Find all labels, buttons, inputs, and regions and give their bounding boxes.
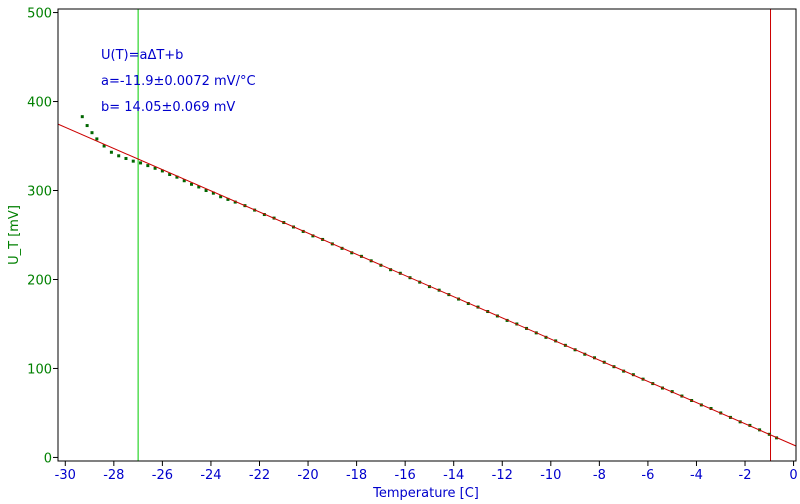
x-tick-label: -14 — [443, 468, 464, 483]
data-point-7 — [124, 156, 128, 160]
x-tick-label: -12 — [492, 468, 513, 483]
data-point-5 — [109, 150, 113, 154]
plot-area — [57, 9, 797, 461]
data-point-30 — [311, 234, 315, 238]
x-tick-label: -4 — [690, 468, 703, 483]
x-axis-label: Temperature [C] — [372, 486, 479, 501]
y-tick-label: 200 — [27, 273, 52, 288]
data-point-14 — [175, 175, 179, 179]
y-axis: 0 100 200 300 400 500 — [27, 7, 58, 466]
data-point-6 — [117, 154, 121, 158]
data-point-34 — [350, 251, 354, 255]
data-point-21 — [226, 197, 230, 201]
x-tick-label: -30 — [55, 468, 76, 483]
fit-slope-annotation: a=-11.9±0.0072 mV/°C — [101, 74, 256, 89]
x-tick-label: -2 — [739, 468, 752, 483]
x-tick-label: -8 — [593, 468, 606, 483]
data-point-18 — [204, 189, 208, 193]
data-point-13 — [168, 172, 172, 176]
x-tick-label: -26 — [152, 468, 173, 483]
y-axis-label: U_T [mV] — [7, 205, 22, 265]
x-tick-label: -22 — [249, 468, 270, 483]
y-tick-label: 300 — [27, 185, 52, 200]
y-tick-label: 0 — [44, 451, 52, 466]
data-point-16 — [190, 182, 194, 186]
x-tick-label: -16 — [395, 468, 416, 483]
data-point-19 — [211, 191, 215, 195]
data-point-2 — [90, 131, 94, 135]
x-tick-label: -24 — [200, 468, 221, 483]
x-tick-label: -18 — [346, 468, 367, 483]
x-tick-label: -10 — [540, 468, 561, 483]
data-point-22 — [233, 200, 237, 204]
x-tick-label: -20 — [297, 468, 318, 483]
fit-line — [57, 123, 797, 447]
data-point-0 — [80, 115, 84, 119]
data-point-17 — [197, 185, 201, 189]
x-tick-label: -28 — [103, 468, 124, 483]
data-point-8 — [131, 159, 135, 163]
x-tick-label: -6 — [641, 468, 654, 483]
data-point-12 — [160, 169, 164, 173]
y-tick-label: 100 — [27, 362, 52, 377]
data-point-11 — [153, 166, 157, 170]
x-axis: -30 -28 -26 -24 -22 -20 -18 -16 -14 -12 -10 -8 -6 -4-… — [55, 461, 798, 483]
plot-frame — [57, 8, 797, 462]
y-tick-label: 500 — [27, 7, 52, 22]
data-point-15 — [182, 179, 186, 183]
y-tick-label: 400 — [27, 96, 52, 111]
data-point-20 — [219, 195, 223, 199]
data-point-4 — [102, 144, 106, 148]
fit-equation-annotation: U(T)=aΔT+b — [101, 48, 183, 63]
fit-intercept-annotation: b= 14.05±0.069 mV — [101, 100, 235, 115]
data-point-9 — [139, 161, 143, 165]
data-point-1 — [85, 124, 89, 128]
data-point-10 — [146, 164, 150, 168]
x-tick-label: 0 — [789, 468, 797, 483]
data-point-3 — [95, 137, 99, 141]
